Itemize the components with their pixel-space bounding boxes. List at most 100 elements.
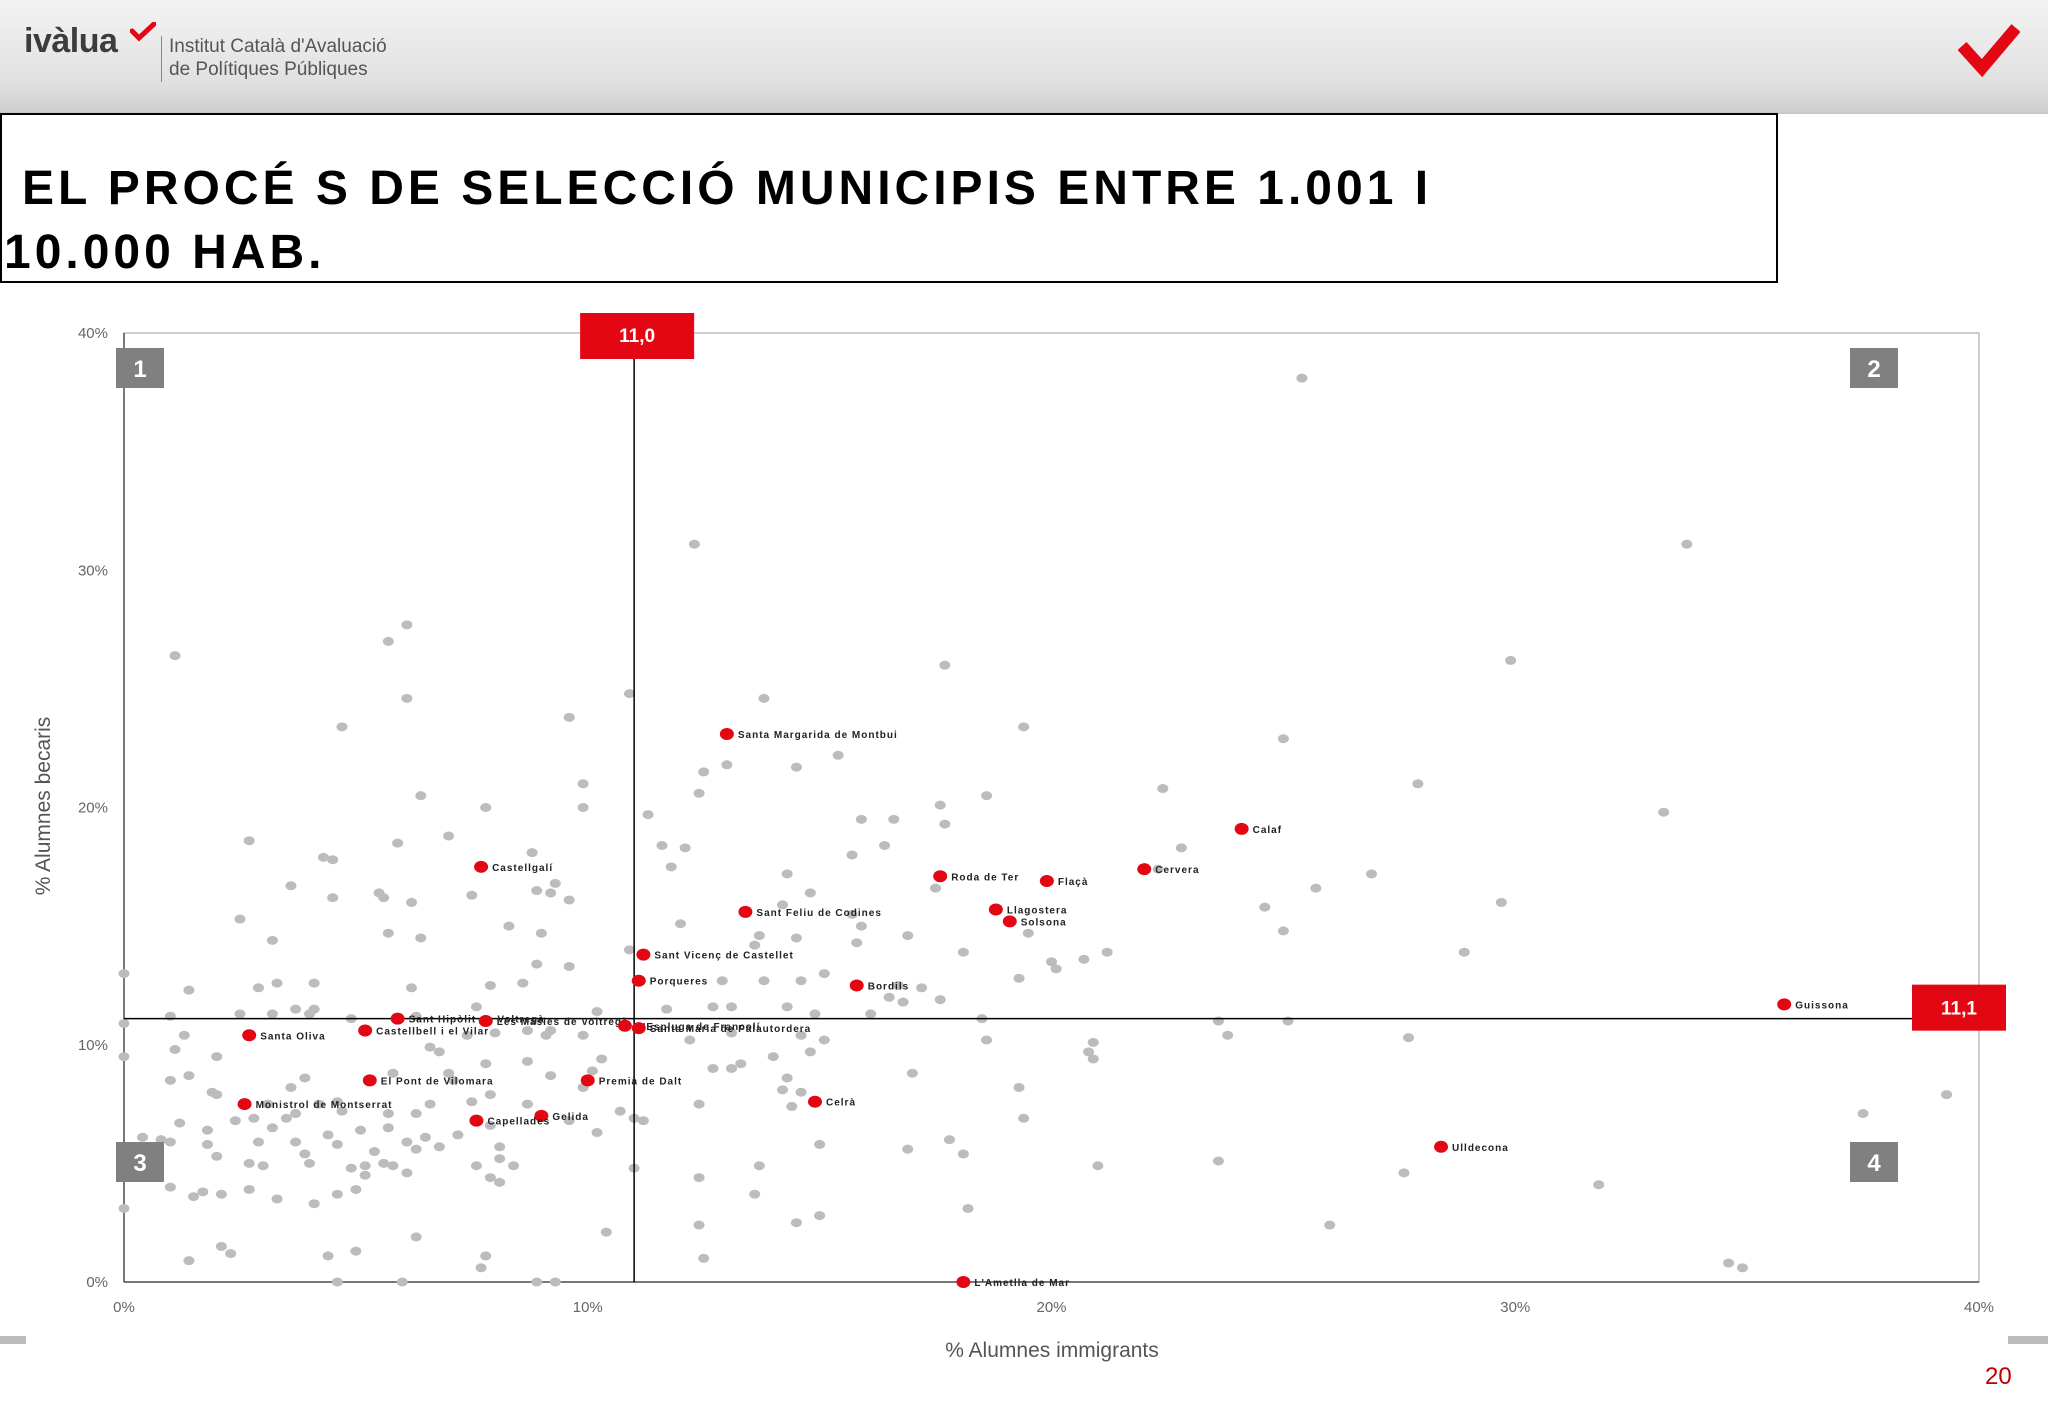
point-label: Castellbell i el Vilar bbox=[376, 1027, 489, 1038]
grey-point bbox=[188, 1192, 200, 1202]
grey-point bbox=[563, 895, 575, 905]
grey-point bbox=[1018, 722, 1030, 732]
grey-point bbox=[1157, 784, 1169, 794]
point-label: Celrà bbox=[826, 1098, 856, 1109]
grey-point bbox=[118, 1203, 130, 1213]
highlighted-point bbox=[631, 1022, 646, 1035]
point-label: Calaf bbox=[1253, 825, 1282, 836]
grey-point bbox=[308, 1004, 320, 1014]
grey-point bbox=[818, 1035, 830, 1045]
grey-point bbox=[331, 1139, 343, 1149]
grey-point bbox=[331, 1277, 343, 1287]
grey-point bbox=[637, 1116, 649, 1126]
grey-point bbox=[480, 803, 492, 812]
quadrant-number: 4 bbox=[1867, 1150, 1881, 1177]
grey-point bbox=[818, 969, 830, 979]
grey-point bbox=[443, 1068, 455, 1078]
grey-point bbox=[758, 693, 770, 703]
header-bar: ivàlua Institut Català d'Avaluació de Po… bbox=[0, 0, 2048, 114]
highlighted-point bbox=[988, 903, 1003, 916]
grey-point bbox=[252, 1137, 264, 1147]
grey-point bbox=[1013, 973, 1025, 983]
grey-point bbox=[266, 1123, 278, 1133]
axis-ticks: 0% 0% 10% 10% 20% 20% 30% 30% 40% 40% bbox=[78, 325, 1994, 1316]
grey-point bbox=[359, 1161, 371, 1171]
grey-point bbox=[503, 921, 515, 931]
grey-point bbox=[359, 1170, 371, 1180]
grey-point bbox=[934, 995, 946, 1005]
point-label: El Pont de Vilomara bbox=[381, 1076, 494, 1087]
point-label: Cervera bbox=[1155, 865, 1199, 876]
quadrant-badge bbox=[116, 348, 164, 388]
grey-point bbox=[1212, 1156, 1224, 1166]
grey-point bbox=[355, 1125, 367, 1135]
grey-point bbox=[781, 869, 793, 879]
grey-point bbox=[1941, 1090, 1953, 1100]
grey-point bbox=[531, 886, 543, 896]
grey-point bbox=[183, 985, 195, 995]
grey-point bbox=[345, 1163, 357, 1173]
grey-point bbox=[1222, 1030, 1234, 1040]
grey-point bbox=[262, 1099, 274, 1109]
grey-point bbox=[387, 1068, 399, 1078]
grey-point bbox=[331, 1189, 343, 1199]
grey-point bbox=[804, 888, 816, 898]
grey-point bbox=[164, 1137, 176, 1147]
highlighted-point bbox=[580, 1074, 595, 1087]
grey-point bbox=[795, 1030, 807, 1040]
grey-point bbox=[786, 1101, 798, 1111]
grey-point bbox=[299, 1073, 311, 1083]
grey-point bbox=[790, 1218, 802, 1228]
grey-point bbox=[452, 1130, 464, 1140]
quadrant-number: 3 bbox=[133, 1150, 146, 1177]
grey-point bbox=[234, 1009, 246, 1019]
point-label: Guissona bbox=[1795, 1000, 1849, 1011]
grey-point bbox=[749, 1189, 761, 1199]
grey-point bbox=[401, 1168, 413, 1178]
grey-point bbox=[1736, 1263, 1748, 1273]
grey-point bbox=[1277, 734, 1289, 744]
grey-point bbox=[118, 1018, 130, 1028]
point-label: Capellades bbox=[487, 1117, 550, 1128]
grey-point bbox=[243, 1158, 255, 1168]
grey-point bbox=[1087, 1037, 1099, 1047]
grey-point bbox=[494, 1177, 506, 1187]
slide-title-box: EL PROCÉ S DE SELECCIÓ MUNICIPIS ENTRE 1… bbox=[0, 113, 1778, 283]
grey-point bbox=[563, 712, 575, 722]
grey-point bbox=[155, 1135, 167, 1145]
grey-point bbox=[484, 1173, 496, 1183]
quadrant-number: 2 bbox=[1867, 356, 1880, 383]
grey-point bbox=[726, 1002, 738, 1012]
footer-bar-left bbox=[0, 1336, 26, 1344]
grey-point bbox=[957, 947, 969, 957]
grey-point bbox=[1087, 1054, 1099, 1064]
highlighted-point bbox=[738, 905, 753, 918]
grey-point bbox=[313, 1099, 325, 1109]
grey-point bbox=[280, 1113, 292, 1123]
grey-point bbox=[215, 1189, 227, 1199]
y-tick-label: 20% bbox=[78, 800, 108, 817]
x-tick-label: 30% bbox=[1500, 1299, 1530, 1316]
highlighted-point bbox=[849, 979, 864, 992]
grey-point bbox=[767, 1052, 779, 1062]
grey-point bbox=[957, 1149, 969, 1159]
grey-point bbox=[577, 803, 589, 812]
grey-point bbox=[549, 878, 561, 888]
grey-point bbox=[164, 1182, 176, 1192]
grey-point bbox=[1282, 1016, 1294, 1026]
grey-point bbox=[1296, 373, 1308, 383]
point-label: Llagostera bbox=[1007, 906, 1068, 917]
grey-point bbox=[299, 1149, 311, 1159]
grey-point bbox=[1277, 926, 1289, 936]
threshold-y-label: 11,1 bbox=[1941, 999, 1977, 1020]
x-tick-label: 10% bbox=[573, 1299, 603, 1316]
grey-point bbox=[814, 1139, 826, 1149]
grey-point bbox=[902, 931, 914, 941]
highlighted-point bbox=[1137, 863, 1152, 876]
grey-point bbox=[790, 762, 802, 772]
grey-point bbox=[466, 1097, 478, 1107]
grey-point bbox=[229, 1116, 241, 1126]
grey-point bbox=[614, 1106, 626, 1116]
grey-point bbox=[396, 1277, 408, 1287]
y-axis-label: % Alumnes becaris bbox=[32, 717, 55, 896]
